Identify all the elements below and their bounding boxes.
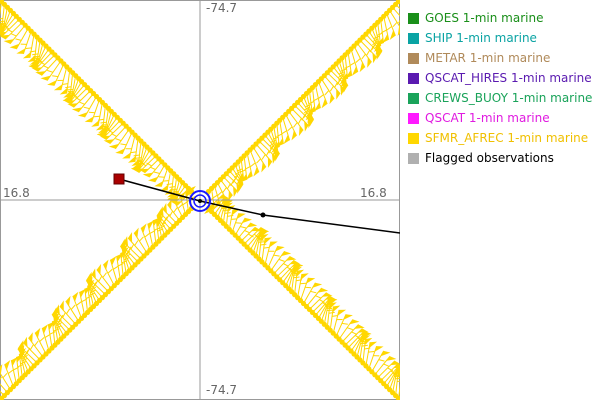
observation-barb bbox=[381, 13, 390, 43]
legend-swatch bbox=[408, 112, 419, 124]
observation-barb bbox=[67, 88, 94, 108]
legend-item-ship[interactable]: SHIP 1-min marine bbox=[408, 28, 598, 48]
observation-barb bbox=[3, 22, 28, 45]
observation-barb bbox=[384, 10, 396, 40]
legend-label: GOES 1-min marine bbox=[425, 11, 544, 25]
observation-barb bbox=[211, 183, 221, 209]
legend-label: QSCAT_HIRES 1-min marine bbox=[425, 71, 592, 85]
observation-barb bbox=[96, 264, 114, 292]
observation-barb bbox=[0, 0, 5, 17]
observation-barb bbox=[253, 141, 273, 168]
observation-barb bbox=[0, 395, 5, 400]
observation-barb bbox=[47, 61, 67, 86]
track-point bbox=[260, 212, 266, 218]
observation-barb bbox=[297, 277, 316, 304]
observation-barb bbox=[84, 285, 92, 315]
observation-barb bbox=[262, 241, 278, 268]
legend-label: METAR 1-min marine bbox=[425, 51, 551, 65]
legend-label: Flagged observations bbox=[425, 151, 554, 165]
observation-barb bbox=[321, 73, 341, 100]
observation-barb bbox=[109, 256, 120, 286]
legend-item-flagged[interactable]: Flagged observations bbox=[408, 148, 598, 168]
observation-barb bbox=[41, 324, 52, 354]
axis-label-top: -74.7 bbox=[206, 1, 238, 15]
legend-item-goes[interactable]: GOES 1-min marine bbox=[408, 8, 598, 28]
observation-barb bbox=[372, 355, 397, 378]
observation-barb bbox=[306, 292, 333, 312]
observation-barb bbox=[226, 209, 240, 232]
observation-barb bbox=[250, 144, 267, 173]
legend-swatch bbox=[408, 132, 419, 144]
observation-barb bbox=[363, 341, 378, 369]
axis-label-bottom: -74.7 bbox=[206, 383, 238, 397]
legend-item-metar[interactable]: METAR 1-min marine bbox=[408, 48, 598, 68]
observation-barb bbox=[59, 300, 79, 327]
observation-barb bbox=[344, 49, 353, 79]
legend-label: QSCAT 1-min marine bbox=[425, 111, 550, 125]
observation-barb bbox=[330, 309, 347, 336]
observation-barb bbox=[91, 99, 105, 127]
observation-barb bbox=[348, 46, 359, 76]
track-start-marker[interactable] bbox=[113, 173, 125, 185]
observation-barb bbox=[357, 37, 378, 64]
legend-swatch bbox=[408, 92, 419, 104]
storm-center-inner-ring bbox=[193, 194, 207, 208]
legend-swatch bbox=[408, 52, 419, 64]
observation-barb bbox=[295, 273, 309, 301]
observation-barb bbox=[357, 335, 371, 363]
observation-barb bbox=[9, 25, 31, 50]
legend: GOES 1-min marine SHIP 1-min marine META… bbox=[408, 8, 598, 168]
observation-barb bbox=[395, 0, 400, 5]
legend-item-sfmr-afrec[interactable]: SFMR_AFREC 1-min marine bbox=[408, 128, 598, 148]
observation-barb bbox=[162, 203, 180, 226]
legend-swatch bbox=[408, 32, 419, 44]
observation-barb bbox=[154, 165, 171, 187]
observation-barb bbox=[395, 383, 400, 400]
legend-swatch bbox=[408, 72, 419, 84]
legend-swatch bbox=[408, 12, 419, 24]
observation-barb bbox=[303, 287, 329, 310]
observation-barb bbox=[140, 223, 153, 253]
legend-label: SHIP 1-min marine bbox=[425, 31, 537, 45]
observation-barb bbox=[142, 159, 165, 178]
observation-plot[interactable] bbox=[0, 0, 400, 400]
observation-barb bbox=[122, 132, 138, 159]
observation-barb bbox=[108, 126, 132, 150]
observation-barb bbox=[238, 226, 262, 244]
observation-barb bbox=[148, 162, 168, 183]
legend-label: CREWS_BUOY 1-min marine bbox=[425, 91, 593, 105]
observation-barb bbox=[292, 269, 305, 298]
legend-swatch bbox=[408, 152, 419, 164]
observation-barb bbox=[131, 138, 144, 166]
storm-track-line bbox=[118, 178, 400, 234]
observation-barb bbox=[40, 58, 64, 81]
sfmr-observations-layer bbox=[0, 0, 400, 400]
axis-label-right: 16.8 bbox=[360, 186, 387, 200]
legend-item-qscat-hires[interactable]: QSCAT_HIRES 1-min marine bbox=[408, 68, 598, 88]
legend-label: SFMR_AFREC 1-min marine bbox=[425, 131, 589, 145]
observation-barb bbox=[256, 234, 269, 262]
observation-barb bbox=[236, 156, 245, 182]
axis-label-left: 16.8 bbox=[3, 186, 30, 200]
storm-center-dot bbox=[198, 199, 202, 203]
legend-item-qscat[interactable]: QSCAT 1-min marine bbox=[408, 108, 598, 128]
storm-center-outer-ring[interactable] bbox=[189, 190, 211, 212]
observation-barb bbox=[51, 318, 60, 348]
legend-item-crews-buoy[interactable]: CREWS_BUOY 1-min marine bbox=[408, 88, 598, 108]
observation-barb bbox=[393, 371, 400, 399]
observation-barb bbox=[16, 354, 24, 384]
observation-barb bbox=[235, 222, 258, 241]
